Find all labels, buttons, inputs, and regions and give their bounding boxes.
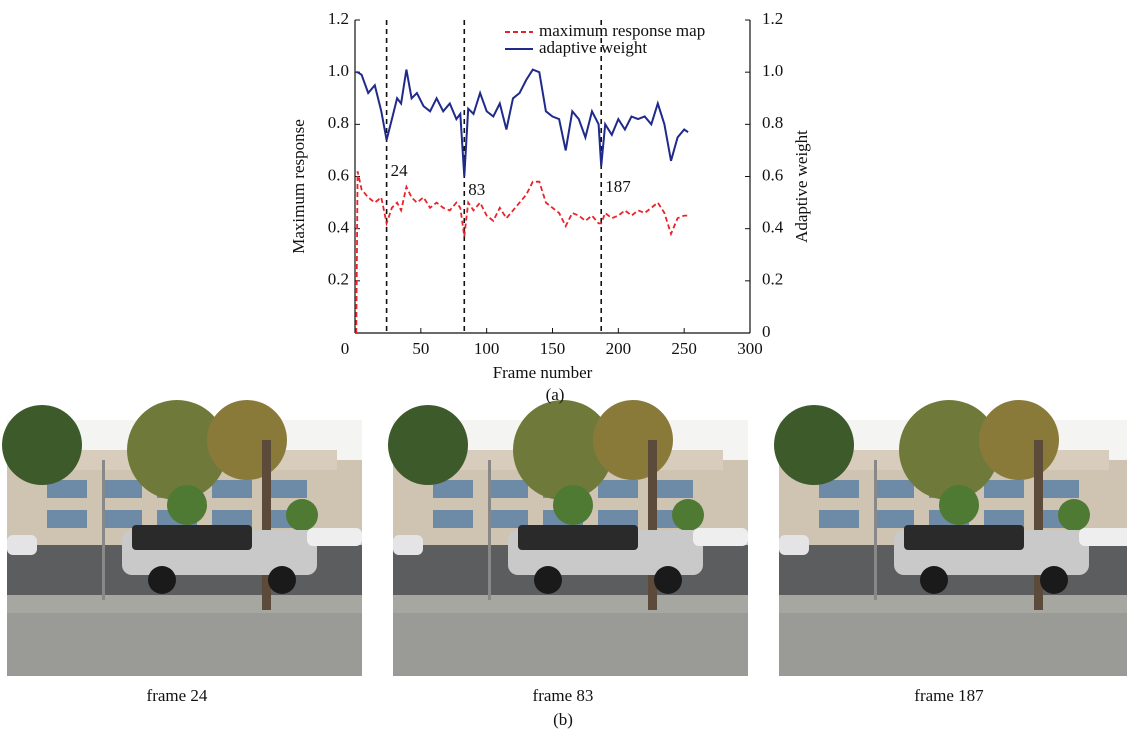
marker-label: 83: [468, 180, 485, 199]
panel-label: (b): [553, 710, 573, 729]
photo-caption: frame 24: [147, 686, 208, 705]
y-tick-label: 0.6: [328, 165, 349, 184]
series-line: [356, 171, 688, 333]
photo-panel: [2, 400, 1127, 676]
y2-tick-label: 1.2: [762, 9, 783, 28]
marker-label: 24: [391, 161, 409, 180]
photo-caption: frame 83: [533, 686, 594, 705]
y-tick-label: 1.0: [328, 61, 349, 80]
x-tick-label: 0: [341, 339, 350, 358]
photo-caption: frame 187: [914, 686, 984, 705]
y2-tick-label: 1.0: [762, 61, 783, 80]
x-tick-label: 250: [671, 339, 697, 358]
x-tick-label: 100: [474, 339, 500, 358]
y-tick-label: 0.8: [328, 113, 349, 132]
marker-label: 187: [605, 177, 631, 196]
y-tick-label: 0.2: [328, 270, 349, 289]
legend-label: adaptive weight: [539, 38, 647, 57]
panel-label: (a): [546, 385, 565, 404]
photo: [2, 400, 362, 676]
photo: [774, 400, 1127, 676]
y-tick-label: 0.4: [328, 218, 350, 237]
y2-tick-label: 0.8: [762, 113, 783, 132]
y-axis-label: Maximum response: [289, 119, 308, 254]
x-tick-label: 300: [737, 339, 763, 358]
x-axis-label: Frame number: [493, 363, 593, 382]
figure: 0 50 100 150 200 250 300 0.2 0.4 0.6 0.8 1.0 1.2 0 0.2…: [0, 0, 1127, 732]
y2-tick-label: 0.6: [762, 165, 783, 184]
y-tick-label: 1.2: [328, 9, 349, 28]
y2-tick-label: 0.4: [762, 218, 784, 237]
y2-tick-label: 0: [762, 322, 771, 341]
photo: [388, 400, 748, 676]
x-tick-label: 200: [606, 339, 632, 358]
x-tick-label: 150: [540, 339, 566, 358]
x-tick-label: 50: [412, 339, 429, 358]
y2-tick-label: 0.2: [762, 270, 783, 289]
y2-axis-label: Adaptive weight: [792, 130, 811, 243]
